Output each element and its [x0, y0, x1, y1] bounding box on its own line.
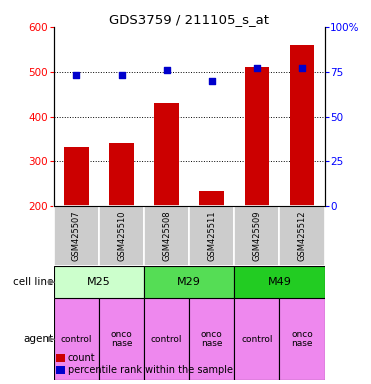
Text: control: control: [241, 335, 273, 344]
Text: onco
nase: onco nase: [111, 330, 132, 348]
Bar: [109, 144, 134, 206]
Bar: [99, 206, 144, 266]
Text: onco
nase: onco nase: [201, 330, 223, 348]
Bar: [99, 298, 144, 380]
Text: GSM425511: GSM425511: [207, 211, 216, 262]
Bar: [279, 206, 325, 266]
Point: [254, 65, 260, 71]
Text: GSM425510: GSM425510: [117, 211, 126, 262]
Text: GSM425508: GSM425508: [162, 211, 171, 262]
Title: GDS3759 / 211105_s_at: GDS3759 / 211105_s_at: [109, 13, 269, 26]
Bar: [144, 298, 189, 380]
Text: M29: M29: [177, 277, 201, 287]
Text: control: control: [60, 335, 92, 344]
Bar: [64, 147, 89, 206]
Point: [119, 72, 125, 78]
Text: GSM425509: GSM425509: [252, 211, 262, 262]
Text: percentile rank within the sample: percentile rank within the sample: [68, 365, 233, 375]
Text: cell line: cell line: [13, 277, 54, 287]
Bar: [234, 206, 279, 266]
Text: M25: M25: [87, 277, 111, 287]
Bar: [234, 298, 279, 380]
Point: [164, 67, 170, 73]
Bar: [290, 45, 315, 206]
Bar: [244, 67, 269, 206]
Bar: [189, 206, 234, 266]
Bar: [234, 266, 325, 298]
Bar: [154, 103, 179, 206]
Text: control: control: [151, 335, 183, 344]
Text: GSM425507: GSM425507: [72, 211, 81, 262]
Bar: [54, 298, 99, 380]
Bar: [54, 266, 144, 298]
Bar: [54, 206, 99, 266]
Point: [73, 72, 79, 78]
Point: [299, 65, 305, 71]
Bar: [199, 190, 224, 206]
Text: onco
nase: onco nase: [291, 330, 313, 348]
Text: count: count: [68, 353, 95, 363]
Bar: [144, 206, 189, 266]
Text: M49: M49: [267, 277, 292, 287]
Text: agent: agent: [24, 334, 54, 344]
Bar: [279, 298, 325, 380]
Text: GSM425512: GSM425512: [298, 211, 306, 262]
Bar: [144, 266, 234, 298]
Bar: [189, 298, 234, 380]
Point: [209, 78, 215, 84]
